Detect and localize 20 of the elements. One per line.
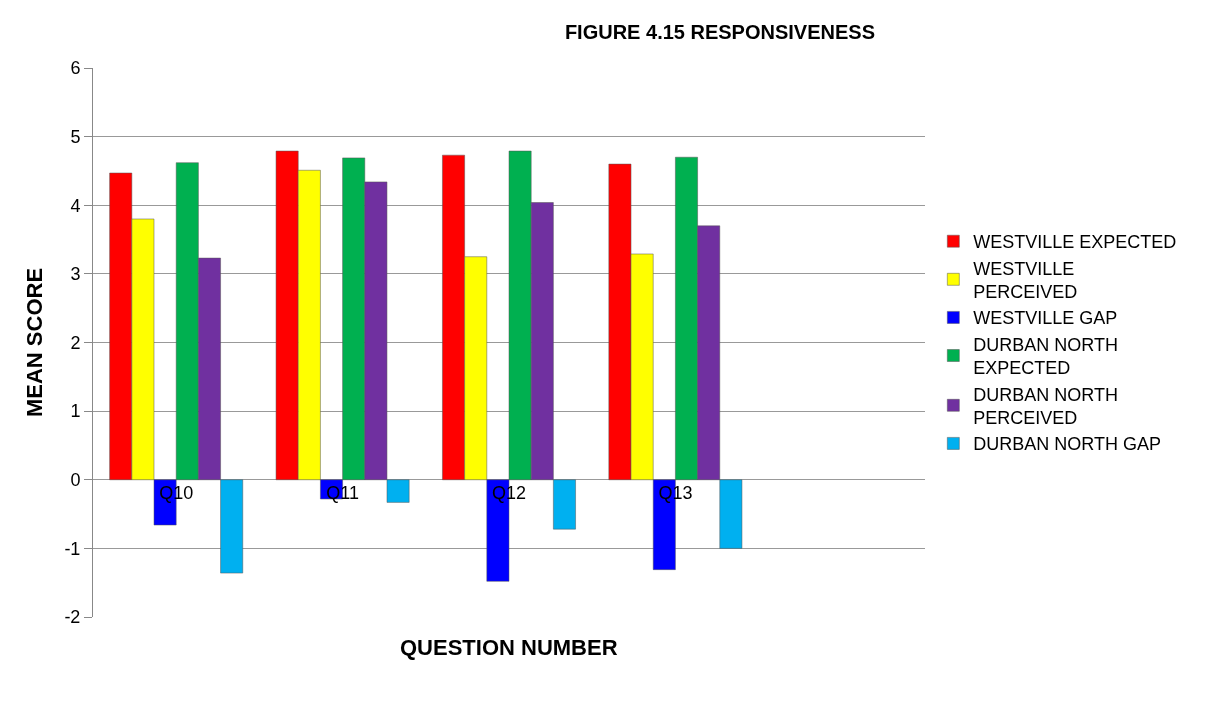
x-tick-label: Q13 [658,482,693,503]
legend-label: DURBAN NORTH PERCEIVED [973,384,1119,429]
y-tick-label: 0 [70,470,81,491]
y-tick-label: -1 [64,538,81,559]
x-axis-title: QUESTION NUMBER [400,635,618,660]
legend-label: WESTVILLE PERCEIVED [973,258,1078,303]
y-tick-label: 1 [70,401,81,422]
y-tick-label: 2 [70,332,81,353]
legend-label: WESTVILLE EXPECTED [973,232,1177,253]
y-tick-label: 6 [70,58,81,79]
chart-title: FIGURE 4.15 RESPONSIVENESS [564,21,875,44]
legend-label: WESTVILLE GAP [973,308,1118,329]
y-tick-label: -2 [64,607,81,628]
legend-label: DURBAN NORTH GAP [973,434,1162,455]
y-tick-label: 5 [70,126,81,147]
y-tick-label: 4 [70,195,81,216]
y-axis-title: MEAN SCORE [22,267,48,418]
x-tick-label: Q12 [491,482,527,503]
y-tick-label: 3 [70,264,81,285]
legend-label: DURBAN NORTH EXPECTED [973,334,1119,379]
